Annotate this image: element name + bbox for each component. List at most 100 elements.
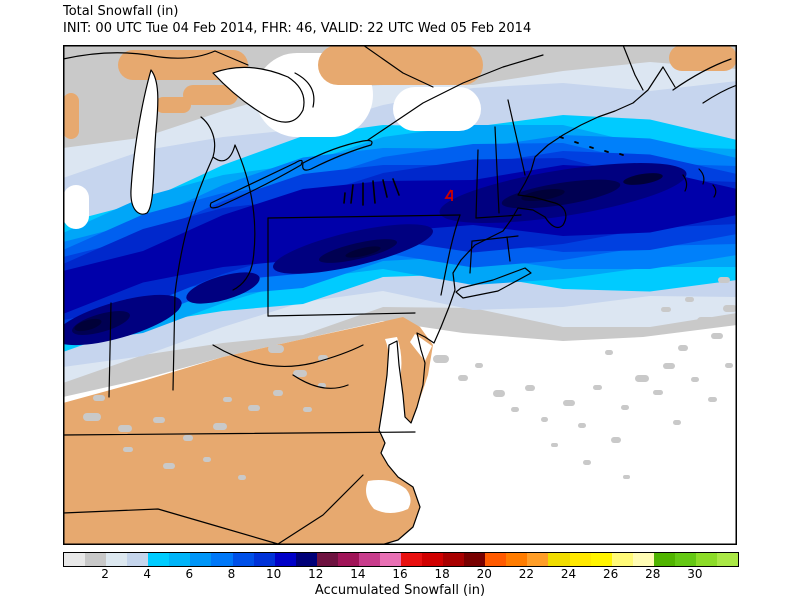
plot-title: Total Snowfall (in) (63, 4, 179, 19)
colorbar-tick: 20 (476, 567, 492, 581)
colorbar-tick: 14 (350, 567, 366, 581)
maine-coast-islands (559, 136, 624, 156)
trace-speckle (725, 363, 733, 368)
trace-patch (213, 423, 227, 430)
snow-core (186, 272, 260, 304)
colorbar-cell (632, 553, 654, 566)
colorbar-cell (148, 553, 170, 566)
trace-speckle (578, 423, 586, 428)
state-line-ny-vt (475, 149, 479, 219)
lake-ontario-outline (302, 139, 373, 171)
colorbar-cell (485, 553, 507, 566)
colorbar-cell (611, 553, 633, 566)
trace-patch (183, 435, 193, 441)
trace-speckle (711, 333, 723, 339)
colorbar-cell (590, 553, 612, 566)
colorbar-tick: 26 (602, 567, 619, 581)
coastline-northeast (378, 66, 664, 545)
colorbar-cell (274, 553, 296, 566)
delaware-river-border (440, 214, 461, 296)
st-lawrence-river (367, 54, 544, 141)
tan-patch (669, 45, 737, 71)
colorbar-cell (674, 553, 696, 566)
trace-speckle (605, 350, 613, 355)
state-line-nc-sc (63, 474, 364, 545)
colorbar-tick: 30 (687, 567, 703, 581)
tan-patch (318, 45, 483, 85)
colorbar-cell (527, 553, 549, 566)
trace-speckle (685, 297, 694, 302)
colorbar-cell (358, 553, 380, 566)
colorbar-tick: 24 (560, 567, 577, 581)
state-line-me-nb (622, 45, 644, 91)
colorbar-cell (232, 553, 254, 566)
trace-speckle (697, 317, 715, 325)
colorbar-cell (379, 553, 401, 566)
trace-patch (93, 395, 105, 401)
appalachian-rivers (212, 344, 364, 389)
colorbar-cell (106, 553, 128, 566)
colorbar-tick: 22 (518, 567, 535, 581)
colorbar-cell (443, 553, 465, 566)
tan-patch (63, 93, 79, 139)
colorbar-cell (401, 553, 423, 566)
state-line-oh-west (108, 292, 176, 398)
trace-patch (223, 397, 232, 402)
trace-speckle (653, 390, 663, 395)
bay-of-fundy-coast (662, 58, 737, 104)
trace-speckle (663, 363, 675, 369)
colorbar-tick: 18 (434, 567, 450, 581)
boundaries (63, 45, 737, 545)
colorbar-cell (169, 553, 191, 566)
colorbar-cell (716, 553, 738, 566)
white-patch (63, 185, 89, 229)
trace-speckle (583, 460, 591, 465)
long-island-outline (455, 267, 532, 299)
colorbar-cell (127, 553, 149, 566)
trace-speckle (635, 375, 649, 382)
snow-core (521, 188, 565, 202)
trace-patch (123, 447, 133, 452)
map-border (63, 45, 737, 545)
white-patch (393, 87, 481, 131)
colorbar-tick: 2 (101, 567, 109, 581)
state-line-nh-me (507, 99, 526, 176)
colorbar-cell (695, 553, 717, 566)
state-line-pa-md (267, 312, 416, 317)
colorbar-cell (337, 553, 359, 566)
map-canvas (63, 45, 737, 545)
trace-patch (118, 425, 132, 432)
snowfall-max-marker (444, 189, 453, 201)
trace-speckle (723, 305, 737, 312)
trace-speckle (593, 385, 602, 390)
trace-speckle (708, 397, 717, 402)
snowfall-map (63, 45, 737, 545)
plot-titles: Total Snowfall (in) INIT: 00 UTC Tue 04 … (63, 3, 531, 37)
trace-speckle (475, 363, 483, 368)
colorbar-cell (253, 553, 275, 566)
trace-speckle (493, 390, 505, 397)
trace-patch (238, 475, 246, 480)
colorbar-tick: 4 (143, 567, 152, 581)
trace-speckle (525, 385, 535, 391)
snowfall-max-cores (63, 163, 687, 346)
trace-speckle (621, 405, 629, 410)
snow-core (74, 318, 102, 332)
land-fill (63, 317, 433, 545)
colorbar-tick: 8 (227, 567, 236, 581)
trace-patch (303, 407, 312, 412)
ottawa-river (362, 45, 434, 88)
colorbar-cell (211, 553, 233, 566)
state-line-vt-nh (494, 126, 500, 214)
trace-speckle (433, 355, 449, 363)
trace-speckle (673, 420, 681, 425)
trace-patch (203, 457, 211, 462)
colorbar-cell (548, 553, 570, 566)
state-line-ny-pa (267, 214, 461, 219)
trace-speckle (541, 417, 548, 422)
colorbar-cell (64, 553, 86, 566)
colorbar-cell (295, 553, 317, 566)
colorbar-cell (464, 553, 486, 566)
trace-speckle (623, 475, 630, 479)
trace-patch (83, 413, 101, 421)
